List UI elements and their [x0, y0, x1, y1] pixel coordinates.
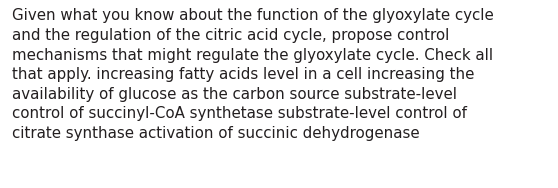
Text: Given what you know about the function of the glyoxylate cycle
and the regulatio: Given what you know about the function o…	[12, 8, 494, 141]
